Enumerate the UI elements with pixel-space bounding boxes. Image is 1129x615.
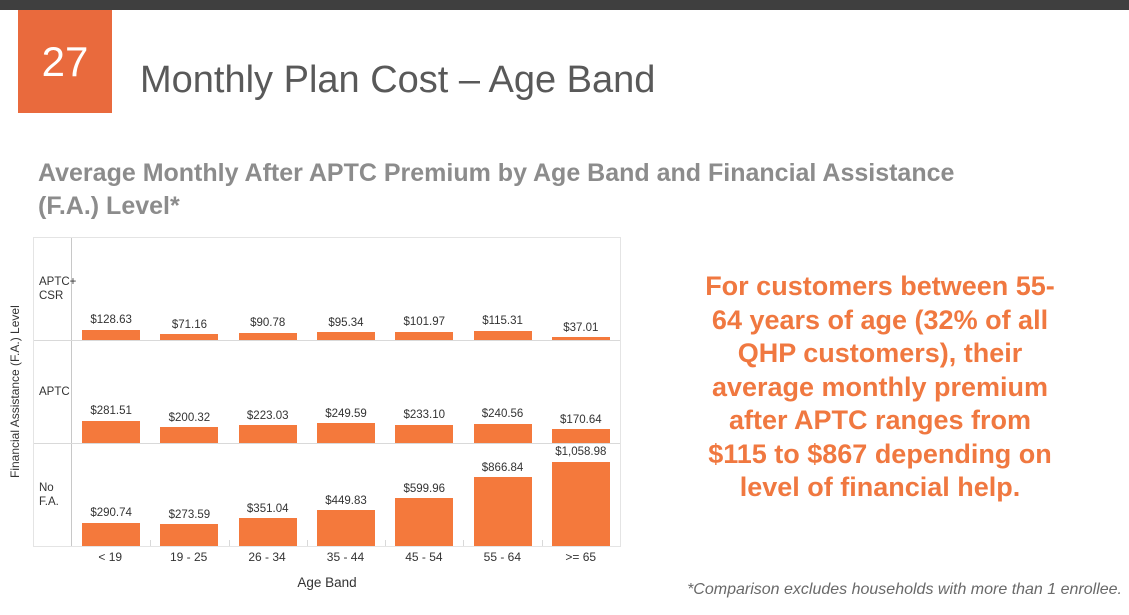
bar	[551, 461, 610, 546]
bar-slot: $273.59	[150, 444, 228, 546]
bar-slot: $866.84	[463, 444, 541, 546]
bar-slot: $281.51	[72, 341, 150, 443]
bar-value-label: $115.31	[482, 315, 523, 328]
bar-value-label: $95.34	[328, 316, 364, 329]
bar	[473, 423, 532, 443]
bar	[473, 477, 532, 546]
y-axis-title: Financial Assistance (F.A.) Level	[8, 305, 22, 479]
bar-value-label: $290.74	[90, 507, 132, 520]
panel-label: No F.A.	[34, 444, 72, 546]
x-axis-tick	[385, 540, 387, 546]
bar-value-label: $281.51	[90, 405, 132, 418]
bar-value-label: $101.97	[403, 316, 446, 329]
bar-slot: $233.10	[385, 341, 463, 443]
bar-slot: $449.83	[307, 444, 385, 546]
x-axis-tick	[228, 540, 230, 546]
x-axis-labels: < 19 19 - 25 26 - 34 35 - 44 45 - 54 55 - 64 >…	[71, 550, 620, 564]
bar-value-label: $200.32	[168, 411, 211, 424]
chart-plot-area: APTC+ CSR $128.63 $71.16 $90.78 $95.34 $101.9…	[33, 237, 621, 547]
bar-slot: $90.78	[229, 238, 307, 340]
bar-slot: $37.01	[542, 238, 620, 340]
bar-slot: $95.34	[307, 238, 385, 340]
bar-value-label: $37.01	[563, 321, 599, 334]
x-tick-label: 55 - 64	[483, 550, 521, 564]
bar-slot: $200.32	[150, 341, 228, 443]
bar	[238, 518, 297, 546]
x-tick-label: >= 65	[565, 550, 597, 564]
bar-slot: $223.03	[229, 341, 307, 443]
x-tick-label: 45 - 54	[405, 550, 443, 564]
bar-value-label: $449.83	[325, 494, 367, 507]
footnote: *Comparison excludes households with mor…	[687, 581, 1122, 598]
x-tick-label: 19 - 25	[169, 550, 208, 564]
x-axis-tick	[306, 540, 308, 546]
bar	[316, 332, 375, 340]
bar	[160, 334, 219, 340]
x-axis-tick	[463, 540, 465, 546]
chart-panel-aptc-csr: APTC+ CSR $128.63 $71.16 $90.78 $95.34 $101.9…	[34, 238, 620, 341]
bar	[238, 425, 297, 443]
bar-value-label: $233.10	[403, 409, 446, 421]
bar-value-label: $128.63	[90, 314, 132, 327]
bar	[82, 329, 141, 340]
x-axis-tick	[541, 540, 543, 546]
bar	[395, 498, 454, 546]
bar	[551, 429, 610, 443]
bar	[551, 337, 610, 340]
bar-slot: $1,058.98	[542, 444, 620, 546]
bar	[473, 330, 532, 340]
bar-value-label: $599.96	[403, 482, 446, 495]
bar	[316, 510, 375, 546]
bar	[160, 524, 219, 546]
bar	[316, 423, 375, 443]
x-axis-title: Age Band	[297, 575, 357, 590]
x-tick-label: 26 - 34	[248, 550, 286, 564]
bar-value-label: $223.03	[246, 409, 289, 422]
bar-slot: $351.04	[229, 444, 307, 546]
x-axis-tick	[150, 540, 152, 546]
bar-slot: $170.64	[542, 341, 620, 443]
page-title: Monthly Plan Cost – Age Band	[140, 59, 656, 101]
bar-value-label: $90.78	[250, 317, 286, 330]
bar-value-label: $273.59	[168, 508, 211, 521]
x-tick-label: 35 - 44	[326, 550, 365, 564]
x-tick-label: < 19	[98, 550, 123, 564]
slide-number: 27	[41, 37, 89, 85]
panel-plot: $128.63 $71.16 $90.78 $95.34 $101.97 $115.31 $…	[72, 238, 620, 340]
panel-plot: $290.74 $273.59 $351.04 $449.83 $599.96 $866.…	[72, 444, 620, 546]
bar-value-label: $170.64	[560, 413, 602, 426]
panel-plot: $281.51 $200.32 $223.03 $249.59 $233.10 $240.…	[72, 341, 620, 443]
callout-text: For customers between 55- 64 years of ag…	[705, 271, 1055, 502]
bar	[82, 522, 141, 546]
slide-number-badge: 27	[18, 10, 112, 113]
bar-slot: $115.31	[463, 238, 541, 340]
chart-title: Average Monthly After APTC Premium by Ag…	[38, 159, 955, 220]
bar	[395, 424, 454, 443]
header-accent-bar	[0, 0, 1129, 10]
bar	[160, 427, 219, 443]
bar-slot: $249.59	[307, 341, 385, 443]
bar-slot: $71.16	[150, 238, 228, 340]
bar-value-label: $249.59	[325, 407, 367, 420]
bar-slot: $240.56	[463, 341, 541, 443]
panel-label: APTC	[34, 341, 72, 443]
bar-chart: APTC+ CSR $128.63 $71.16 $90.78 $95.34 $101.9…	[33, 237, 621, 590]
bar-value-label: $351.04	[246, 502, 289, 515]
bar-slot: $128.63	[72, 238, 150, 340]
panel-label: APTC+ CSR	[34, 238, 76, 340]
bar-value-label: $71.16	[171, 318, 208, 331]
bar-slot: $599.96	[385, 444, 463, 546]
bar	[395, 331, 454, 340]
bar	[238, 332, 297, 340]
bar-slot: $101.97	[385, 238, 463, 340]
bar-value-label: $1,058.98	[555, 446, 607, 459]
bar-value-label: $866.84	[481, 461, 524, 474]
chart-panel-aptc: APTC $281.51 $200.32 $223.03 $249.59 $233.10 $…	[34, 341, 620, 444]
chart-panel-no-f-a-: No F.A. $290.74 $273.59 $351.04 $449.83 $599.…	[34, 444, 620, 546]
bar-slot: $290.74	[72, 444, 150, 546]
bar	[82, 420, 141, 443]
bar-value-label: $240.56	[481, 408, 524, 421]
